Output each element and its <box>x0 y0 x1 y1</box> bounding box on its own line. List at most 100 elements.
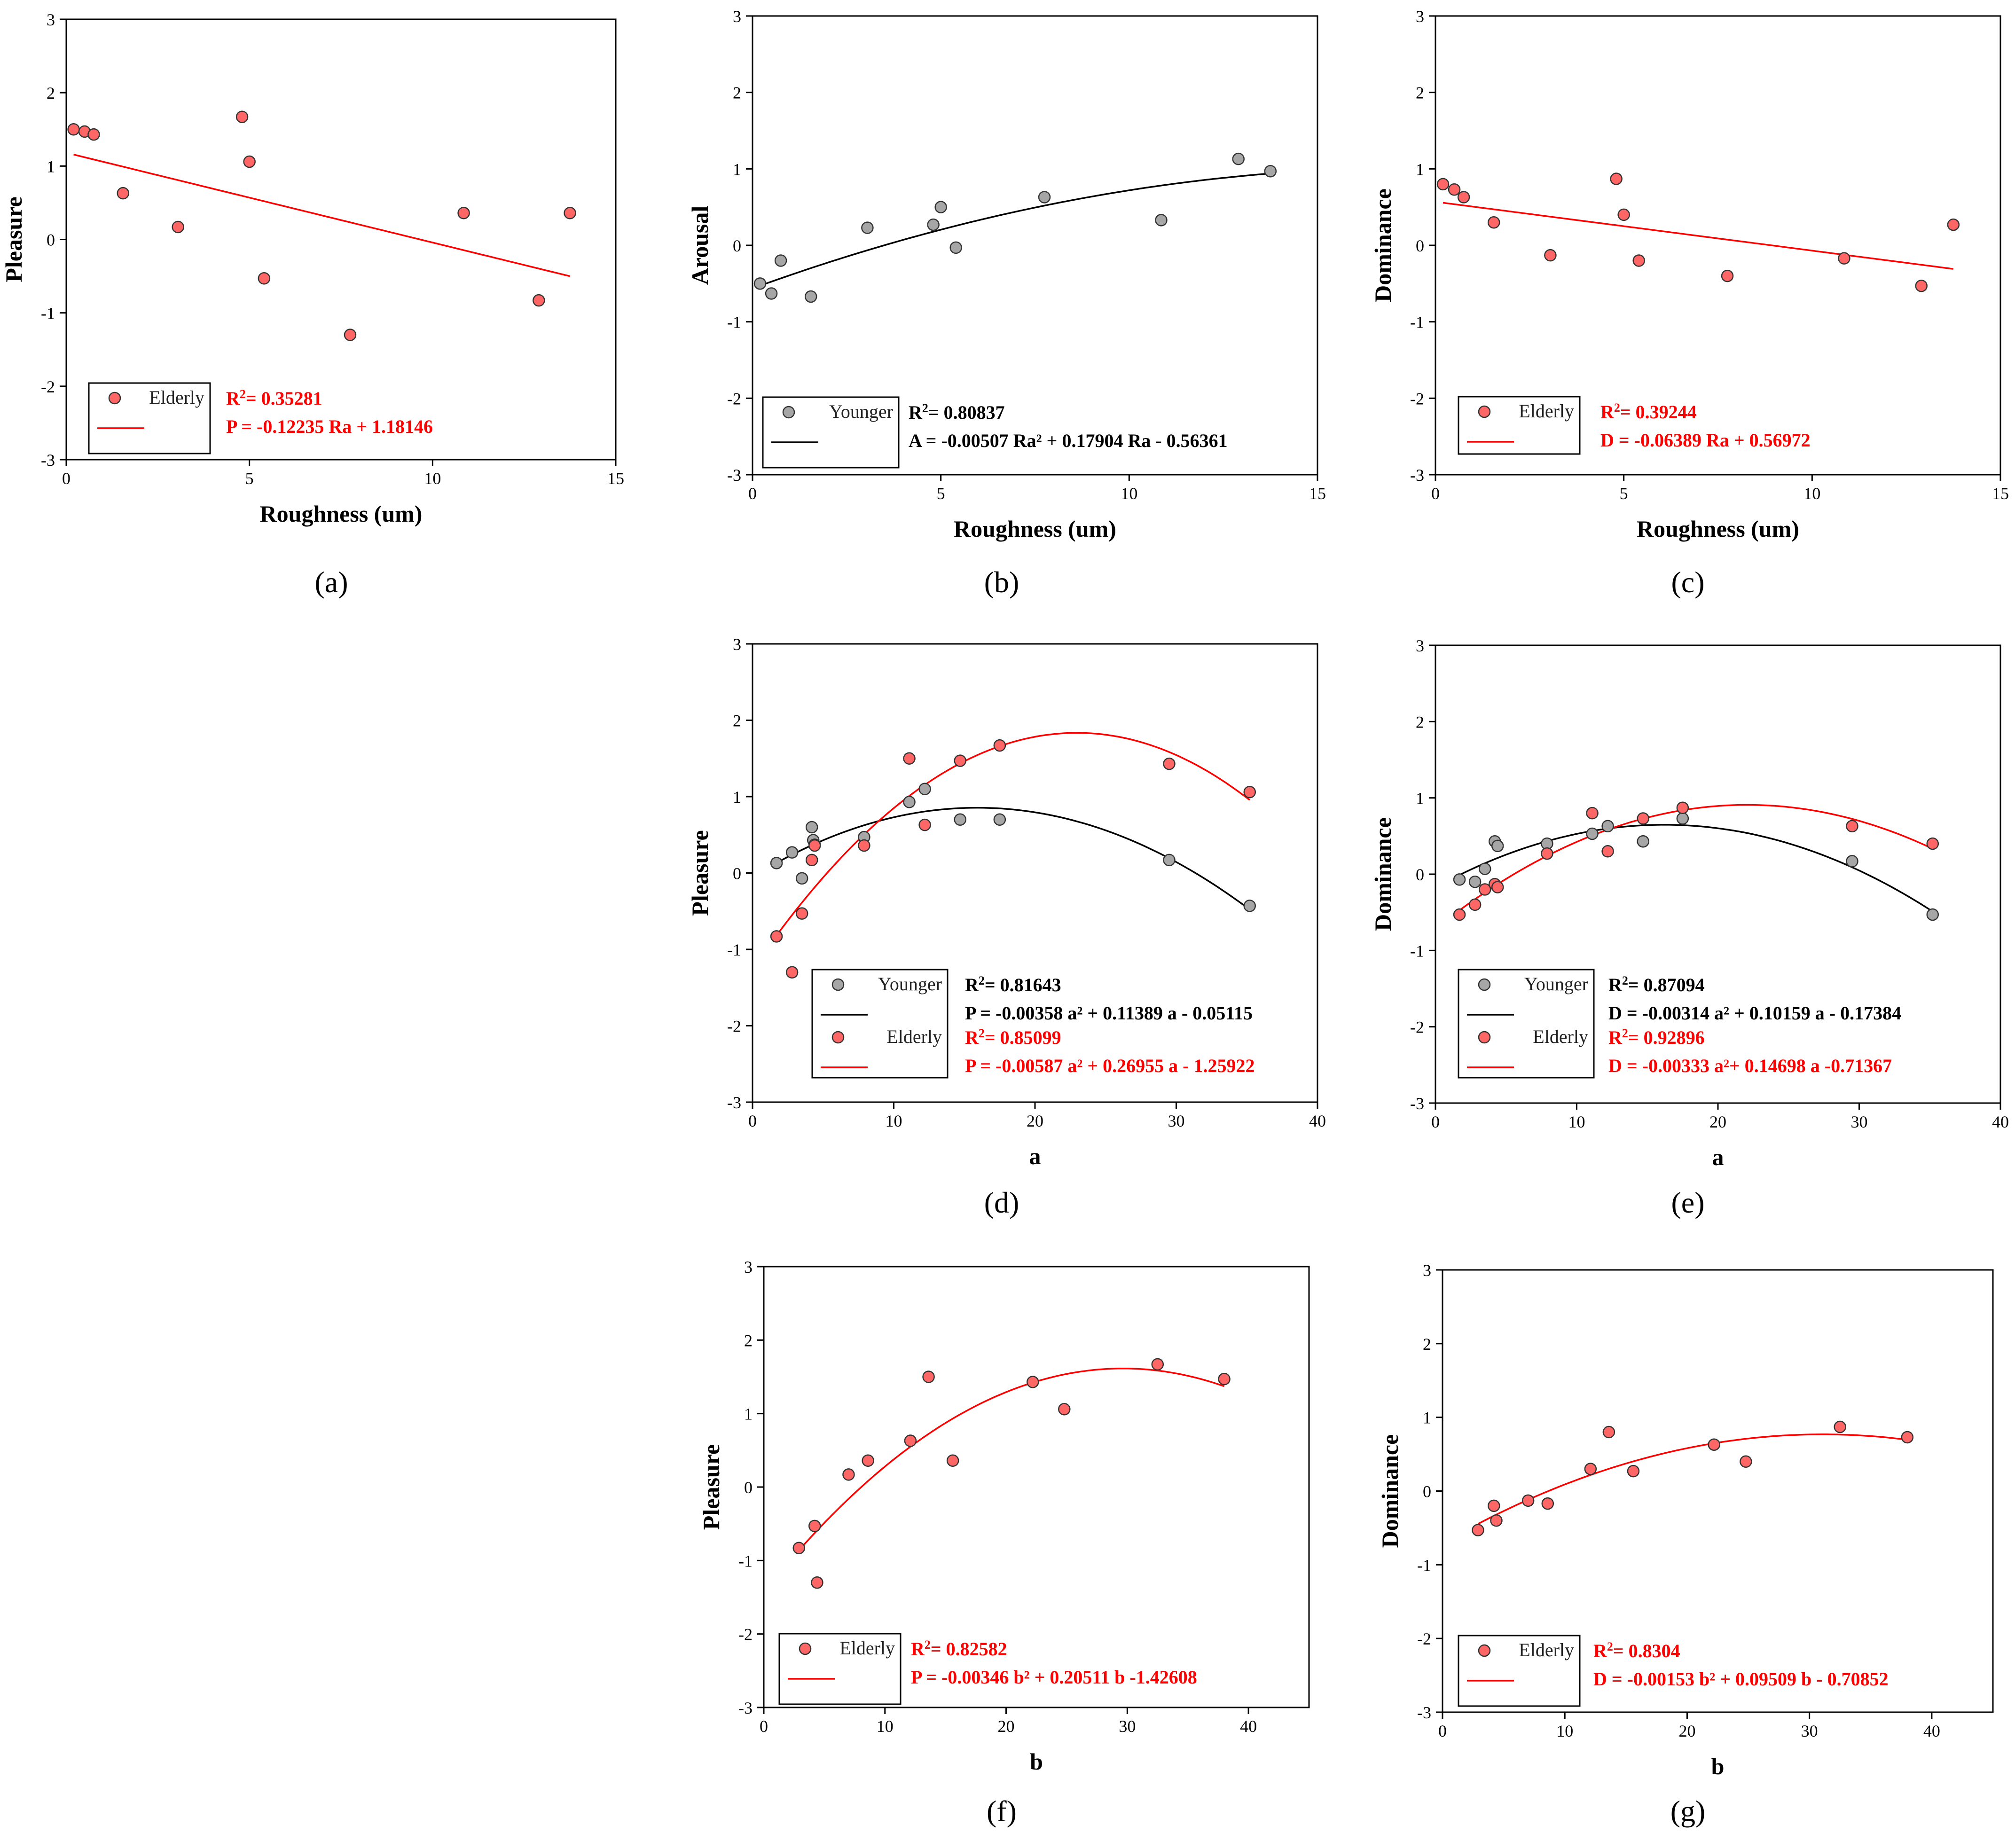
y-axis-label: Dominance <box>1377 1434 1403 1548</box>
data-point-younger <box>1232 152 1245 165</box>
legend-marker-elderly <box>1478 1644 1491 1657</box>
r-squared-label-elderly: R2= 0.85099 <box>965 1026 1061 1049</box>
y-tick-label: -3 <box>41 451 55 470</box>
data-point-elderly <box>922 1370 935 1383</box>
data-point-elderly <box>795 907 808 920</box>
data-point-elderly <box>1058 1403 1071 1416</box>
legend-box <box>1458 396 1581 455</box>
panel-caption: (f) <box>987 1794 1017 1828</box>
y-tick-label: 2 <box>1416 713 1424 731</box>
fit-equation-elderly: D = -0.00333 a²+ 0.14698 a -0.71367 <box>1608 1055 1892 1076</box>
x-tick-label: 40 <box>1309 1112 1326 1130</box>
legend-label-elderly: Elderly <box>1519 400 1574 422</box>
y-axis-label: Pleasure <box>698 1444 724 1530</box>
fit-equation-younger: D = -0.00314 a² + 0.10159 a - 0.17384 <box>1608 1002 1901 1024</box>
data-point-younger <box>927 218 940 231</box>
legend-marker-elderly <box>108 392 121 405</box>
r-squared-label-elderly: R2= 0.39244 <box>1600 401 1697 423</box>
data-point-elderly <box>1901 1431 1914 1444</box>
x-tick-label: 30 <box>1119 1717 1136 1736</box>
data-point-younger <box>903 796 916 808</box>
y-tick-label: 1 <box>733 160 741 179</box>
data-point-elderly <box>792 1542 806 1555</box>
y-tick-label: 3 <box>1423 1261 1431 1280</box>
data-point-elderly <box>67 123 80 136</box>
legend-label-elderly: Elderly <box>886 1026 942 1047</box>
y-tick-label: -3 <box>1410 466 1424 485</box>
y-tick-label: -1 <box>41 304 55 323</box>
y-tick-label: -2 <box>727 1017 741 1036</box>
data-point-elderly <box>1468 898 1482 911</box>
data-point-younger <box>1264 164 1277 178</box>
y-tick-label: -1 <box>1410 313 1424 332</box>
x-axis-label: b <box>1030 1748 1043 1775</box>
data-point-elderly <box>862 1454 874 1467</box>
panel-caption: (e) <box>1671 1186 1704 1219</box>
y-tick-label: -2 <box>41 377 55 396</box>
panel-caption: (c) <box>1671 565 1704 599</box>
x-tick-label: 5 <box>245 469 254 488</box>
y-tick-label: 3 <box>733 7 741 26</box>
data-point-younger <box>1453 873 1466 886</box>
y-tick-label: -2 <box>1410 1018 1424 1037</box>
fit-line-elderly <box>1477 1433 1908 1525</box>
y-tick-label: 2 <box>47 84 55 102</box>
y-axis-label: Arousal <box>687 206 713 285</box>
data-point-elderly <box>903 752 916 765</box>
fit-equation-younger: A = -0.00507 Ra² + 0.17904 Ra - 0.56361 <box>909 430 1228 451</box>
data-point-elderly <box>243 155 256 168</box>
data-point-elderly <box>1838 252 1850 265</box>
legend-box <box>1458 1635 1581 1707</box>
y-tick-label: -1 <box>738 1551 753 1570</box>
data-point-younger <box>1491 839 1504 853</box>
y-tick-label: -3 <box>1417 1703 1431 1722</box>
y-tick-label: -2 <box>727 389 741 408</box>
panel-caption: (b) <box>984 565 1019 599</box>
data-point-elderly <box>1436 178 1450 191</box>
data-point-elderly <box>1601 845 1614 858</box>
y-tick-label: 2 <box>1423 1335 1431 1354</box>
data-point-elderly <box>842 1468 855 1481</box>
data-point-younger <box>949 241 962 254</box>
data-point-elderly <box>1491 881 1504 893</box>
chart-panel-b: 0 5 10 15 -3 -2 -1 0 1 2 3 Roughness (um) Arousal (b)… <box>687 7 1326 599</box>
y-tick-label: -3 <box>727 466 741 485</box>
y-tick-label: -3 <box>1410 1094 1424 1113</box>
chart-panel-g: 0 10 20 30 40 -3 -2 -1 0 1 2 3 b Dominance (g) Elderly R… <box>1377 1261 1994 1828</box>
x-tick-label: 15 <box>1992 484 2009 503</box>
x-tick-label: 10 <box>1568 1112 1585 1131</box>
data-point-younger <box>805 821 818 834</box>
legend-marker-elderly <box>831 1031 845 1044</box>
data-point-younger <box>1163 854 1176 867</box>
y-tick-label: 0 <box>1416 236 1424 255</box>
data-point-elderly <box>811 1576 823 1589</box>
data-point-elderly <box>344 329 357 341</box>
y-tick-label: -1 <box>1410 941 1424 960</box>
y-tick-label: 1 <box>1416 789 1424 808</box>
data-point-elderly <box>785 966 799 979</box>
y-tick-label: 2 <box>744 1331 753 1350</box>
x-tick-label: 20 <box>1709 1112 1726 1131</box>
data-point-younger <box>1637 835 1649 848</box>
data-point-younger <box>804 290 817 303</box>
x-axis-label: a <box>1029 1143 1041 1169</box>
chart-panel-f: 0 10 20 30 40 -3 -2 -1 0 1 2 3 b Pleasure (f) Elderly R2… <box>698 1258 1310 1828</box>
data-point-elderly <box>1151 1358 1164 1371</box>
x-tick-label: 15 <box>607 469 624 488</box>
data-point-elderly <box>1487 216 1500 229</box>
data-point-younger <box>1478 862 1491 875</box>
chart-panel-a: 0 5 10 15 -3 -2 -1 0 1 2 3 Roughness (um) Pleasure (a… <box>0 10 624 599</box>
r-squared-label-elderly: R2= 0.82582 <box>911 1638 1007 1660</box>
legend-marker-younger <box>831 978 845 991</box>
chart-panel-d: 0 10 20 30 40 -3 -2 -1 0 1 2 3 a Pleasure (d) Younger R2… <box>687 635 1326 1219</box>
data-point-younger <box>1468 875 1482 888</box>
data-point-elderly <box>808 839 821 852</box>
y-tick-label: 3 <box>1416 636 1424 655</box>
data-point-younger <box>795 872 808 885</box>
legend-label-elderly: Elderly <box>149 387 204 408</box>
fit-equation-elderly: P = -0.12235 Ra + 1.18146 <box>226 416 433 437</box>
legend-marker-younger <box>1478 978 1491 991</box>
data-point-elderly <box>1632 254 1645 267</box>
data-point-elderly <box>1627 1464 1640 1478</box>
legend-label-younger: Younger <box>829 401 893 422</box>
